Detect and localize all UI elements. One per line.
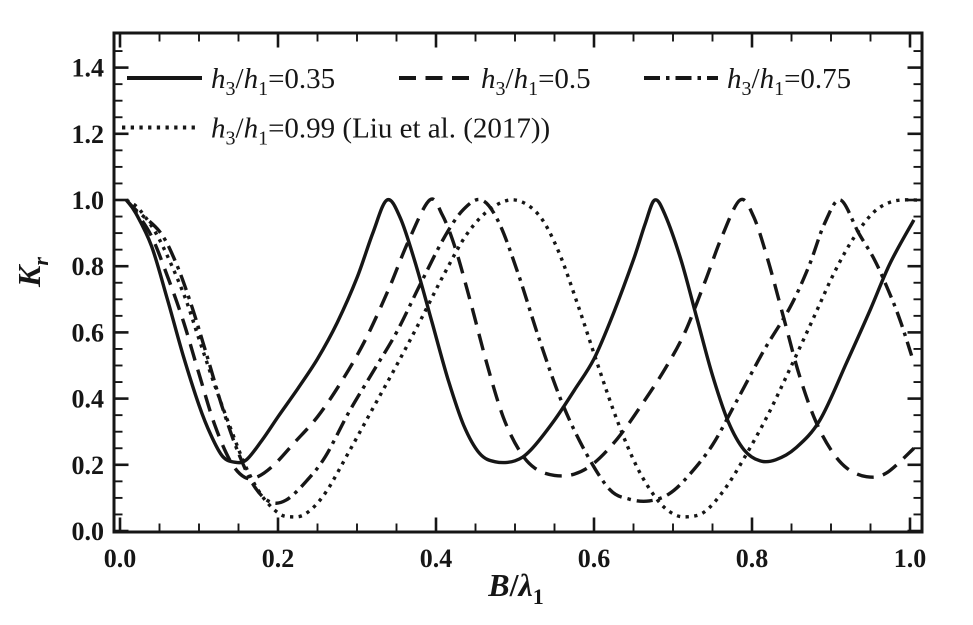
legend-entry-2: h3/h1=0.75 (644, 63, 851, 100)
x-tick-label: 0.4 (420, 544, 453, 573)
x-tick-label: 0.8 (736, 544, 769, 573)
curves (124, 197, 918, 519)
curve-dotted (125, 198, 918, 519)
legend-label-3: h3/h1=0.99 (Liu et al. (2017)) (211, 113, 550, 150)
y-axis-label: Kr (11, 257, 53, 288)
axis-ticks (115, 34, 921, 533)
y-tick-label: 0.8 (72, 252, 105, 281)
y-tick-label: 0.4 (72, 385, 105, 414)
y-tick-label: 1.2 (72, 120, 105, 149)
x-tick-label: 0.6 (578, 544, 611, 573)
legend-entry-1: h3/h1=0.5 (399, 63, 591, 100)
y-tick-label: 0.6 (72, 318, 105, 347)
y-tick-label: 1.0 (72, 186, 105, 215)
y-tick-label: 0.2 (72, 451, 105, 480)
legend-label-1: h3/h1=0.5 (481, 63, 591, 100)
legend-label-0: h3/h1=0.35 (211, 63, 335, 100)
y-tick-label: 1.4 (72, 54, 105, 83)
x-axis-label: B/λ1 (487, 567, 543, 609)
legend-entry-3: h3/h1=0.99 (Liu et al. (2017)) (122, 113, 550, 150)
x-tick-label: 0.0 (104, 544, 137, 573)
x-tick-labels: 0.0 0.2 0.4 0.6 0.8 1.0 (104, 544, 927, 573)
y-tick-labels: 0.0 0.2 0.4 0.6 0.8 1.0 1.2 1.4 (72, 54, 105, 546)
legend: h3/h1=0.35 h3/h1=0.5 h3/h1=0.75 h3/h1=0.99 … (122, 63, 851, 150)
curve-solid (124, 197, 916, 465)
x-tick-label: 0.2 (262, 544, 295, 573)
axis-labels: B/λ1 Kr (11, 257, 544, 609)
legend-label-2: h3/h1=0.75 (727, 63, 851, 100)
plot-frame (112, 31, 924, 534)
legend-entry-0: h3/h1=0.35 (127, 63, 335, 100)
y-tick-label: 0.0 (72, 517, 105, 546)
x-tick-label: 1.0 (894, 544, 927, 573)
curve-dashed (124, 197, 916, 481)
